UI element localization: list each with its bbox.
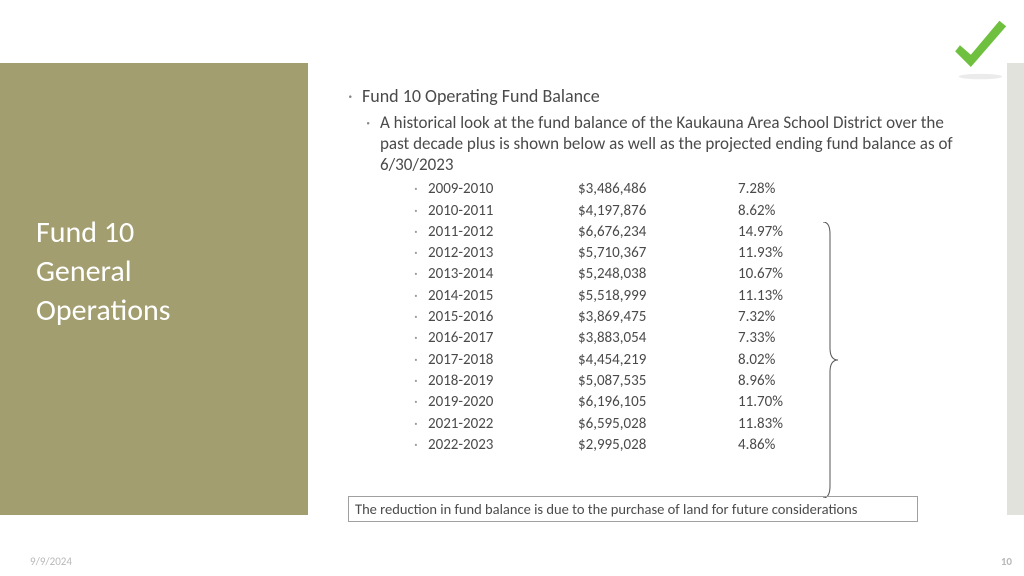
row-year: 2017-2018 (428, 350, 578, 371)
brace-icon (820, 222, 840, 498)
data-list: 2009-2010$3,486,4867.28%2010-2011$4,197,… (414, 179, 958, 456)
data-row: 2019-2020$6,196,10511.70% (414, 392, 958, 413)
row-percent: 11.93% (738, 243, 808, 264)
row-percent: 8.96% (738, 371, 808, 392)
row-percent: 11.83% (738, 414, 808, 435)
row-percent: 11.13% (738, 286, 808, 307)
row-amount: $5,518,999 (578, 286, 738, 307)
footer-page-number: 10 (1001, 555, 1012, 568)
row-amount: $5,087,535 (578, 371, 738, 392)
row-percent: 11.70% (738, 392, 808, 413)
content-heading: Fund 10 Operating Fund Balance (348, 85, 958, 108)
row-amount: $6,196,105 (578, 392, 738, 413)
row-year: 2018-2019 (428, 371, 578, 392)
checkmark-icon (945, 14, 1013, 82)
data-row: 2017-2018$4,454,2198.02% (414, 350, 958, 371)
data-row: 2011-2012$6,676,23414.97% (414, 222, 958, 243)
row-year: 2012-2013 (428, 243, 578, 264)
row-year: 2009-2010 (428, 179, 578, 200)
row-year: 2011-2012 (428, 222, 578, 243)
row-amount: $2,995,028 (578, 435, 738, 456)
row-year: 2014-2015 (428, 286, 578, 307)
row-year: 2015-2016 (428, 307, 578, 328)
row-percent: 7.28% (738, 179, 808, 200)
row-amount: $4,197,876 (578, 201, 738, 222)
row-percent: 8.62% (738, 201, 808, 222)
data-row: 2022-2023$2,995,0284.86% (414, 435, 958, 456)
row-amount: $3,883,054 (578, 328, 738, 349)
row-year: 2010-2011 (428, 201, 578, 222)
row-amount: $5,710,367 (578, 243, 738, 264)
data-row: 2012-2013$5,710,36711.93% (414, 243, 958, 264)
row-percent: 7.32% (738, 307, 808, 328)
row-percent: 8.02% (738, 350, 808, 371)
right-accent-bar (1007, 63, 1024, 515)
row-year: 2022-2023 (428, 435, 578, 456)
row-amount: $5,248,038 (578, 264, 738, 285)
data-row: 2010-2011$4,197,8768.62% (414, 201, 958, 222)
data-row: 2018-2019$5,087,5358.96% (414, 371, 958, 392)
note-box: The reduction in fund balance is due to … (348, 496, 918, 522)
content-subtext: A historical look at the fund balance of… (366, 112, 958, 176)
slide: Fund 10 General Operations Fund 10 Opera… (0, 0, 1024, 576)
data-row: 2014-2015$5,518,99911.13% (414, 286, 958, 307)
row-amount: $6,595,028 (578, 414, 738, 435)
row-percent: 10.67% (738, 264, 808, 285)
data-row: 2021-2022$6,595,02811.83% (414, 414, 958, 435)
row-percent: 7.33% (738, 328, 808, 349)
footer-date: 9/9/2024 (30, 555, 72, 568)
row-year: 2013-2014 (428, 264, 578, 285)
slide-title: Fund 10 General Operations (36, 213, 171, 330)
data-row: 2009-2010$3,486,4867.28% (414, 179, 958, 200)
data-row: 2015-2016$3,869,4757.32% (414, 307, 958, 328)
row-year: 2021-2022 (428, 414, 578, 435)
row-percent: 14.97% (738, 222, 808, 243)
data-row: 2016-2017$3,883,0547.33% (414, 328, 958, 349)
row-percent: 4.86% (738, 435, 808, 456)
row-amount: $3,869,475 (578, 307, 738, 328)
content-area: Fund 10 Operating Fund Balance A histori… (348, 85, 958, 456)
row-amount: $4,454,219 (578, 350, 738, 371)
data-row: 2013-2014$5,248,03810.67% (414, 264, 958, 285)
row-amount: $3,486,486 (578, 179, 738, 200)
title-block: Fund 10 General Operations (0, 63, 308, 515)
row-year: 2016-2017 (428, 328, 578, 349)
row-year: 2019-2020 (428, 392, 578, 413)
row-amount: $6,676,234 (578, 222, 738, 243)
